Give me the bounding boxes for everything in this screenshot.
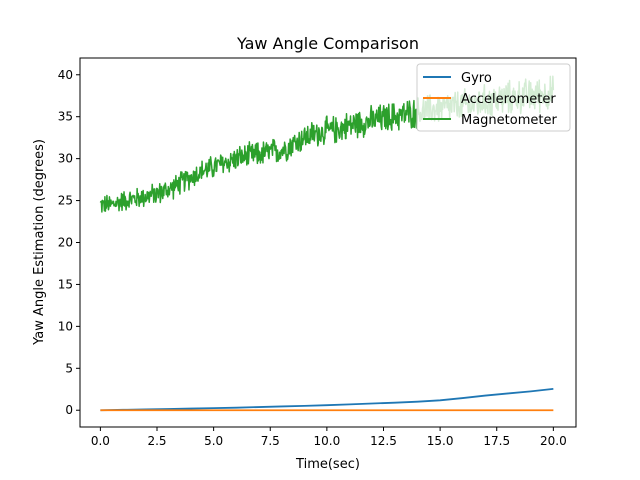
y-tick-label: 15	[58, 277, 73, 291]
x-tick-label: 12.5	[370, 434, 397, 448]
legend-label-gyro: Gyro	[461, 71, 492, 86]
x-axis-label: Time(sec)	[295, 457, 360, 472]
chart-title: Yaw Angle Comparison	[236, 34, 419, 53]
y-tick-label: 40	[58, 68, 73, 82]
x-tick-label: 0.0	[91, 434, 110, 448]
x-tick-label: 5.0	[204, 434, 223, 448]
y-tick-label: 25	[58, 194, 73, 208]
x-axis-ticks: 0.0 2.5 5.0 7.5 10.0 12.5 15.0 17.5 20.0	[91, 427, 567, 448]
legend: Gyro Accelerometer Magnetometer	[416, 63, 571, 132]
y-tick-label: 10	[58, 319, 73, 333]
x-tick-label: 7.5	[261, 434, 280, 448]
x-tick-label: 10.0	[314, 434, 341, 448]
y-axis-label: Yaw Angle Estimation (degrees)	[32, 139, 47, 346]
x-tick-label: 2.5	[147, 434, 166, 448]
y-tick-label: 35	[58, 110, 73, 124]
legend-label-accelerometer: Accelerometer	[461, 92, 556, 107]
series-line-gyro	[100, 387, 554, 412]
y-tick-label: 20	[58, 236, 73, 250]
y-tick-label: 0	[65, 403, 73, 417]
x-tick-label: 15.0	[427, 434, 454, 448]
y-tick-label: 5	[65, 361, 73, 375]
legend-box	[416, 63, 571, 132]
y-axis-ticks: 0 5 10 15 20 25 30 35 40	[58, 68, 80, 417]
legend-label-magnetometer: Magnetometer	[461, 113, 557, 128]
x-tick-label: 17.5	[483, 434, 510, 448]
y-tick-label: 30	[58, 152, 73, 166]
x-tick-label: 20.0	[540, 434, 567, 448]
